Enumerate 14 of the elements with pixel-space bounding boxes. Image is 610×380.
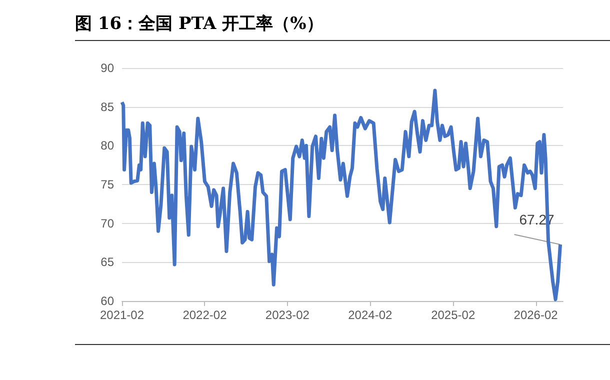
y-tick-label: 75: [100, 178, 114, 192]
x-tick-label: 2024-02: [348, 308, 392, 322]
y-tick-label: 80: [100, 138, 114, 153]
x-tick-label: 2021-02: [100, 308, 144, 322]
y-tick-label: 90: [100, 61, 114, 75]
y-tick-label: 85: [100, 100, 114, 114]
x-tick-label: 2026-02: [514, 308, 558, 322]
x-tick-label: 2022-02: [182, 308, 228, 322]
x-tick-label: 2023-02: [265, 308, 310, 322]
y-tick-label: 65: [100, 255, 114, 270]
y-tick-label: 60: [100, 294, 114, 308]
x-tick-label: 2025-02: [431, 308, 476, 322]
y-tick-label: 70: [100, 216, 114, 230]
chart-title: 图 16：全国 PTA 开工率（%）: [75, 8, 610, 41]
